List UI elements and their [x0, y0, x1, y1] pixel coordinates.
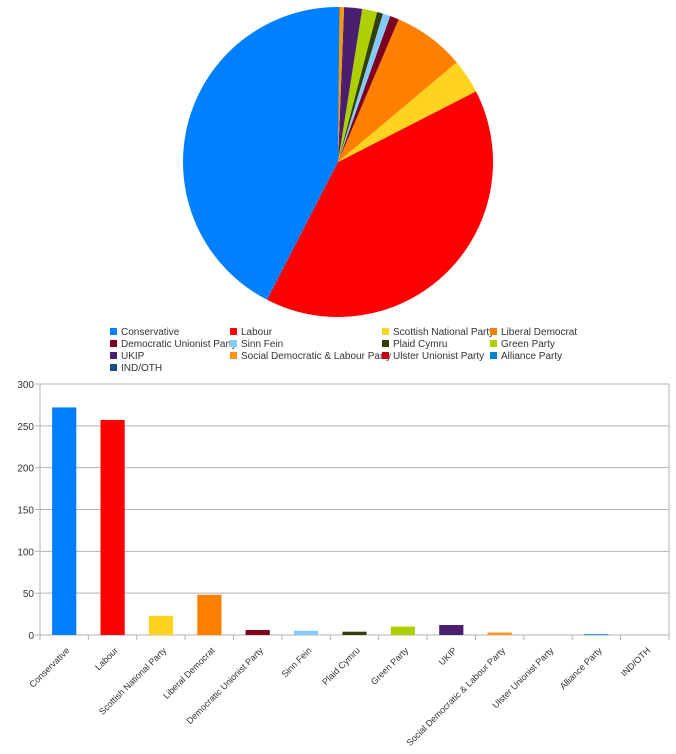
x-tick-label: Sinn Fein — [280, 645, 314, 679]
legend-label: Scottish National Party — [393, 327, 495, 338]
legend-swatch-icon — [490, 352, 497, 359]
legend-label: Green Party — [501, 339, 555, 350]
legend-swatch-icon — [110, 352, 117, 359]
y-tick-label: 150 — [17, 506, 34, 517]
legend-swatch-icon — [382, 340, 389, 347]
y-tick-label: 300 — [17, 380, 34, 391]
bar — [584, 634, 609, 635]
bar — [245, 630, 270, 635]
x-tick-label: Green Party — [369, 645, 411, 687]
legend-item: Social Democratic & Labour Party — [230, 351, 391, 363]
legend-label: Sinn Fein — [241, 339, 284, 350]
bar — [342, 631, 367, 635]
x-tick-label: Liberal Democrat — [161, 645, 217, 701]
legend-swatch-icon — [230, 328, 237, 335]
y-tick-label: 250 — [17, 422, 34, 433]
legend-label: Labour — [241, 327, 273, 338]
y-tick-label: 100 — [17, 547, 34, 558]
bar — [197, 594, 222, 635]
pie-slice — [338, 7, 340, 162]
bar — [294, 630, 319, 635]
legend-label: Conservative — [121, 327, 180, 338]
legend-label: Ulster Unionist Party — [393, 351, 485, 362]
x-tick-label: IND/OTH — [619, 645, 652, 678]
legend-swatch-icon — [382, 328, 389, 335]
legend-label: UKIP — [121, 351, 145, 362]
bar — [52, 407, 77, 635]
legend-item: Democratic Unionist Party — [110, 339, 237, 351]
legend-swatch-icon — [110, 364, 117, 371]
legend-swatch-icon — [382, 352, 389, 359]
x-tick-label: Conservative — [27, 645, 71, 689]
legend-label: Alliance Party — [501, 351, 563, 362]
legend-item: Green Party — [490, 339, 555, 351]
pie-slice — [183, 7, 338, 300]
legend-label: Social Democratic & Labour Party — [241, 351, 392, 362]
pie-slice — [338, 62, 476, 163]
bar — [439, 625, 464, 635]
legend-swatch-icon — [110, 340, 117, 347]
legend-item: Scottish National Party — [382, 327, 494, 339]
bar — [487, 632, 512, 635]
x-tick-label: UKIP — [437, 645, 459, 667]
legend-item: Liberal Democrat — [490, 327, 577, 339]
bar — [100, 420, 125, 635]
x-tick-label: Alliance Party — [558, 645, 604, 691]
legend-label: Plaid Cymru — [393, 339, 448, 350]
legend-item: Plaid Cymru — [382, 339, 447, 351]
pie-slice — [338, 12, 383, 163]
legend-item: Labour — [230, 327, 272, 339]
legend-label: Democratic Unionist Party — [121, 339, 237, 350]
legend-swatch-icon — [110, 328, 117, 335]
pie-slice — [338, 8, 378, 163]
pie-slice — [338, 7, 345, 163]
y-tick-label: 0 — [28, 631, 34, 642]
pie-slice — [338, 19, 457, 162]
pie-slice — [267, 91, 494, 318]
legend-item: UKIP — [110, 351, 144, 363]
y-tick-label: 50 — [23, 589, 35, 600]
pie-slice — [338, 7, 363, 163]
legend-swatch-icon — [230, 352, 237, 359]
x-tick-label: Labour — [93, 645, 120, 672]
pie-slice — [338, 16, 399, 163]
pie-chart — [183, 7, 494, 318]
legend-item: Alliance Party — [490, 351, 562, 363]
bar — [390, 626, 415, 635]
legend-label: Liberal Democrat — [501, 327, 578, 338]
pie-slice — [338, 13, 391, 163]
x-tick-label: Plaid Cymru — [320, 645, 362, 687]
legend-swatch-icon — [490, 328, 497, 335]
legend-label: IND/OTH — [121, 363, 163, 374]
x-tick-label: Social Democratic & Labour Party — [404, 645, 507, 748]
legend-item: IND/OTH — [110, 363, 162, 375]
legend-item: Ulster Unionist Party — [382, 351, 484, 363]
legend-swatch-icon — [230, 340, 237, 347]
bar — [148, 615, 174, 635]
legend-swatch-icon — [490, 340, 497, 347]
y-tick-label: 200 — [17, 464, 34, 475]
legend-item: Sinn Fein — [230, 339, 283, 351]
legend-item: Conservative — [110, 327, 179, 339]
